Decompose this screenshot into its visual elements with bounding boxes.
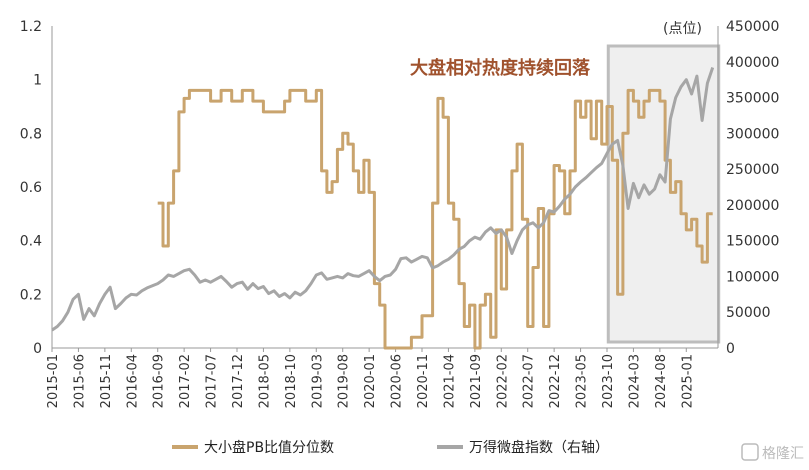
x-tick-label: 2015-01 [46, 354, 61, 408]
x-tick-label: 2022-07 [522, 354, 537, 408]
y-right-tick-label: 400000 [726, 55, 779, 71]
watermark-logo-icon [741, 443, 759, 461]
y-left-tick-label: 0.8 [20, 126, 42, 142]
x-tick-label: 2015-11 [99, 354, 114, 408]
x-tick-label: 2024-08 [654, 354, 669, 408]
x-tick-label: 2020-01 [363, 354, 378, 408]
series-line-0 [157, 88, 713, 350]
x-tick-label: 2025-01 [680, 354, 695, 408]
y-right-tick-label: 100000 [726, 269, 779, 285]
x-tick-label: 2022-02 [495, 354, 510, 408]
y-left-tick-label: 1 [33, 73, 42, 89]
x-tick-label: 2018-05 [257, 354, 272, 408]
x-tick-label: 2020-06 [390, 354, 405, 408]
series-line-1 [51, 67, 715, 332]
y-left-tick-label: 0.6 [20, 180, 42, 196]
y-right-tick-label: 50000 [726, 305, 771, 321]
tick-labels: 0 0.2 0.4 0.6 0.8 1 1.2 0 50000 100000 150000 20000… [20, 19, 780, 408]
series-lines [51, 67, 715, 350]
y-left-tick-label: 0 [33, 341, 42, 357]
x-tick-label: 2024-03 [627, 354, 642, 408]
y-right-tick-label: 150000 [726, 234, 779, 250]
y-right-tick-label: 0 [726, 341, 735, 357]
x-tick-label: 2017-12 [231, 354, 246, 408]
x-tick-label: 2017-07 [205, 354, 220, 408]
x-tick-label: 2016-04 [125, 354, 140, 408]
legend: 大小盘PB比值分位数 万得微盘指数（右轴） [172, 439, 609, 456]
y-left-tick-label: 0.2 [20, 287, 42, 303]
x-tick-label: 2022-12 [548, 354, 563, 408]
x-tick-label: 2019-03 [310, 354, 325, 408]
y-left-tick-label: 0.4 [20, 234, 42, 250]
x-tick-label: 2018-10 [284, 354, 299, 408]
y-right-tick-label: 200000 [726, 198, 779, 214]
y-right-tick-label: 350000 [726, 91, 779, 107]
y-right-tick-label: 300000 [726, 126, 779, 142]
x-tick-label: 2020-11 [416, 354, 431, 408]
watermark: 格隆汇 [741, 443, 804, 462]
legend-label-0: 大小盘PB比值分位数 [204, 439, 334, 456]
x-tick-label: 2019-08 [337, 354, 352, 408]
annotation-text: 大盘相对热度持续回落 [410, 57, 591, 79]
y-left-tick-label: 1.2 [20, 19, 42, 35]
x-tick-label: 2021-09 [469, 354, 484, 408]
watermark-text: 格隆汇 [762, 446, 804, 462]
x-tick-label: 2015-06 [72, 354, 87, 408]
x-tick-label: 2016-09 [152, 354, 167, 408]
x-tick-label: 2023-10 [601, 354, 616, 408]
right-axis-unit: (点位) [663, 21, 702, 37]
legend-label-1: 万得微盘指数（右轴） [469, 439, 609, 456]
x-tick-label: 2017-02 [178, 354, 193, 408]
x-tick-label: 2021-04 [442, 354, 457, 408]
y-right-tick-label: 250000 [726, 162, 779, 178]
x-tick-label: 2023-05 [575, 354, 590, 408]
y-right-tick-label: 450000 [726, 19, 779, 35]
